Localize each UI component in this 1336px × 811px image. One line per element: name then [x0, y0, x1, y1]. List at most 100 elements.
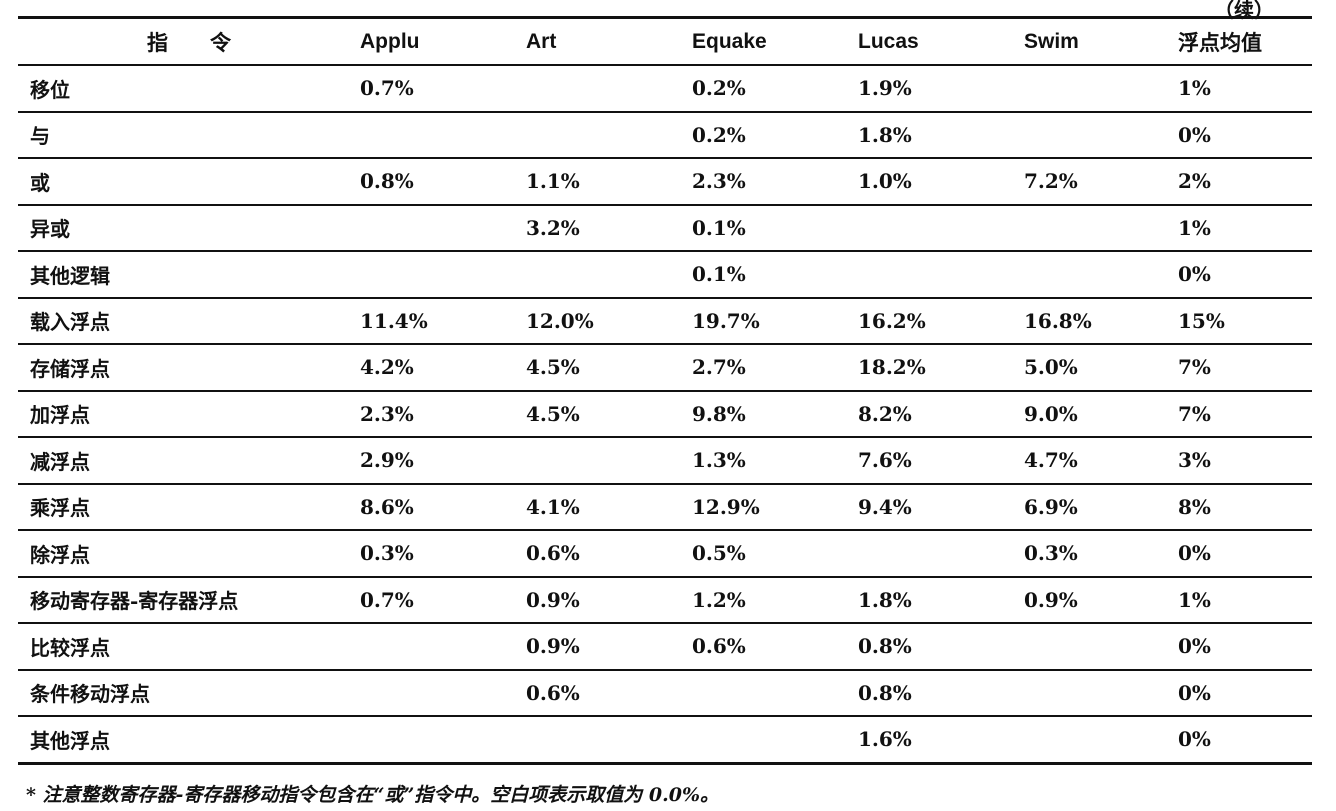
art-cell: 1.1%: [526, 158, 692, 206]
applu-cell: 11.4%: [360, 297, 526, 345]
fp-average-cell: 0%: [1178, 251, 1312, 299]
swim-cell: [1024, 204, 1178, 252]
equake-cell: 2.7%: [692, 344, 858, 392]
table-row: 其他浮点 1.6% 0%: [18, 716, 1312, 765]
equake-cell: [692, 669, 858, 717]
swim-cell: 0.3%: [1024, 530, 1178, 578]
art-cell: [526, 716, 692, 765]
lucas-cell: [858, 251, 1024, 299]
equake-cell: 0.5%: [692, 530, 858, 578]
fp-average-cell: 0%: [1178, 623, 1312, 671]
applu-cell: 0.3%: [360, 530, 526, 578]
swim-cell: [1024, 65, 1178, 113]
art-cell: 4.5%: [526, 390, 692, 438]
applu-cell: 0.8%: [360, 158, 526, 206]
fp-average-cell: 7%: [1178, 344, 1312, 392]
lucas-cell: 18.2%: [858, 344, 1024, 392]
swim-cell: 0.9%: [1024, 576, 1178, 624]
art-cell: 3.2%: [526, 204, 692, 252]
lucas-cell: 0.8%: [858, 669, 1024, 717]
instruction-cell: 加浮点: [18, 390, 360, 438]
lucas-cell: 1.9%: [858, 65, 1024, 113]
table-row: 条件移动浮点 0.6% 0.8% 0%: [18, 669, 1312, 717]
fp-average-cell: 1%: [1178, 204, 1312, 252]
equake-cell: 0.6%: [692, 623, 858, 671]
fp-average-cell: 7%: [1178, 390, 1312, 438]
equake-cell: 12.9%: [692, 483, 858, 531]
equake-cell: 0.2%: [692, 65, 858, 113]
instruction-cell: 移动寄存器-寄存器浮点: [18, 576, 360, 624]
applu-cell: [360, 623, 526, 671]
art-cell: [526, 111, 692, 159]
instruction-cell: 或: [18, 158, 360, 206]
table-row: 异或 3.2% 0.1% 1%: [18, 204, 1312, 252]
lucas-cell: 1.8%: [858, 111, 1024, 159]
lucas-cell: 1.6%: [858, 716, 1024, 765]
applu-cell: 0.7%: [360, 576, 526, 624]
lucas-cell: 7.6%: [858, 437, 1024, 485]
lucas-cell: [858, 530, 1024, 578]
equake-cell: 0.1%: [692, 204, 858, 252]
swim-cell: [1024, 623, 1178, 671]
applu-cell: 2.3%: [360, 390, 526, 438]
lucas-cell: 9.4%: [858, 483, 1024, 531]
applu-cell: [360, 251, 526, 299]
swim-cell: 4.7%: [1024, 437, 1178, 485]
swim-cell: 7.2%: [1024, 158, 1178, 206]
continued-label: （续）: [1214, 0, 1274, 22]
table-row: 减浮点 2.9% 1.3% 7.6% 4.7% 3%: [18, 437, 1312, 485]
swim-cell: [1024, 111, 1178, 159]
fp-average-cell: 0%: [1178, 716, 1312, 765]
instruction-cell: 其他浮点: [18, 716, 360, 765]
instruction-cell: 载入浮点: [18, 297, 360, 345]
art-cell: 0.6%: [526, 669, 692, 717]
instruction-cell: 除浮点: [18, 530, 360, 578]
swim-cell: 5.0%: [1024, 344, 1178, 392]
instruction-cell: 乘浮点: [18, 483, 360, 531]
table-header-row: 指 令 Applu Art Equake Lucas Swim 浮点均值: [18, 16, 1312, 66]
applu-cell: [360, 111, 526, 159]
fp-average-cell: 0%: [1178, 530, 1312, 578]
swim-cell: 16.8%: [1024, 297, 1178, 345]
equake-cell: 0.2%: [692, 111, 858, 159]
table-row: 比较浮点 0.9% 0.6% 0.8% 0%: [18, 623, 1312, 671]
table-row: 与 0.2% 1.8% 0%: [18, 111, 1312, 159]
art-cell: 12.0%: [526, 297, 692, 345]
fp-average-cell: 15%: [1178, 297, 1312, 345]
art-cell: 4.5%: [526, 344, 692, 392]
swim-cell: 9.0%: [1024, 390, 1178, 438]
table-row: 除浮点 0.3% 0.6% 0.5% 0.3% 0%: [18, 530, 1312, 578]
table-row: 载入浮点 11.4% 12.0% 19.7% 16.2% 16.8% 15%: [18, 297, 1312, 345]
instruction-cell: 移位: [18, 65, 360, 113]
applu-cell: 8.6%: [360, 483, 526, 531]
column-header-equake: Equake: [692, 16, 858, 66]
table-row: 移位 0.7% 0.2% 1.9% 1%: [18, 65, 1312, 113]
instruction-cell: 存储浮点: [18, 344, 360, 392]
fp-average-cell: 2%: [1178, 158, 1312, 206]
applu-cell: 2.9%: [360, 437, 526, 485]
fp-average-cell: 1%: [1178, 576, 1312, 624]
equake-cell: 1.3%: [692, 437, 858, 485]
fp-average-cell: 0%: [1178, 111, 1312, 159]
table-row: 乘浮点 8.6% 4.1% 12.9% 9.4% 6.9% 8%: [18, 483, 1312, 531]
instruction-cell: 其他逻辑: [18, 251, 360, 299]
applu-cell: [360, 669, 526, 717]
lucas-cell: 16.2%: [858, 297, 1024, 345]
instruction-cell: 减浮点: [18, 437, 360, 485]
art-cell: 0.9%: [526, 576, 692, 624]
table-row: 其他逻辑 0.1% 0%: [18, 251, 1312, 299]
fp-average-cell: 8%: [1178, 483, 1312, 531]
art-cell: 0.6%: [526, 530, 692, 578]
swim-cell: [1024, 716, 1178, 765]
equake-cell: 19.7%: [692, 297, 858, 345]
footnote: * 注意整数寄存器-寄存器移动指令包含在“或”指令中。空白项表示取值为 0.0%…: [26, 784, 720, 806]
instruction-cell: 异或: [18, 204, 360, 252]
fp-average-cell: 0%: [1178, 669, 1312, 717]
instruction-cell: 比较浮点: [18, 623, 360, 671]
column-header-fp-average: 浮点均值: [1178, 16, 1312, 66]
instruction-cell: 与: [18, 111, 360, 159]
art-cell: [526, 251, 692, 299]
fp-average-cell: 3%: [1178, 437, 1312, 485]
swim-cell: 6.9%: [1024, 483, 1178, 531]
lucas-cell: 8.2%: [858, 390, 1024, 438]
